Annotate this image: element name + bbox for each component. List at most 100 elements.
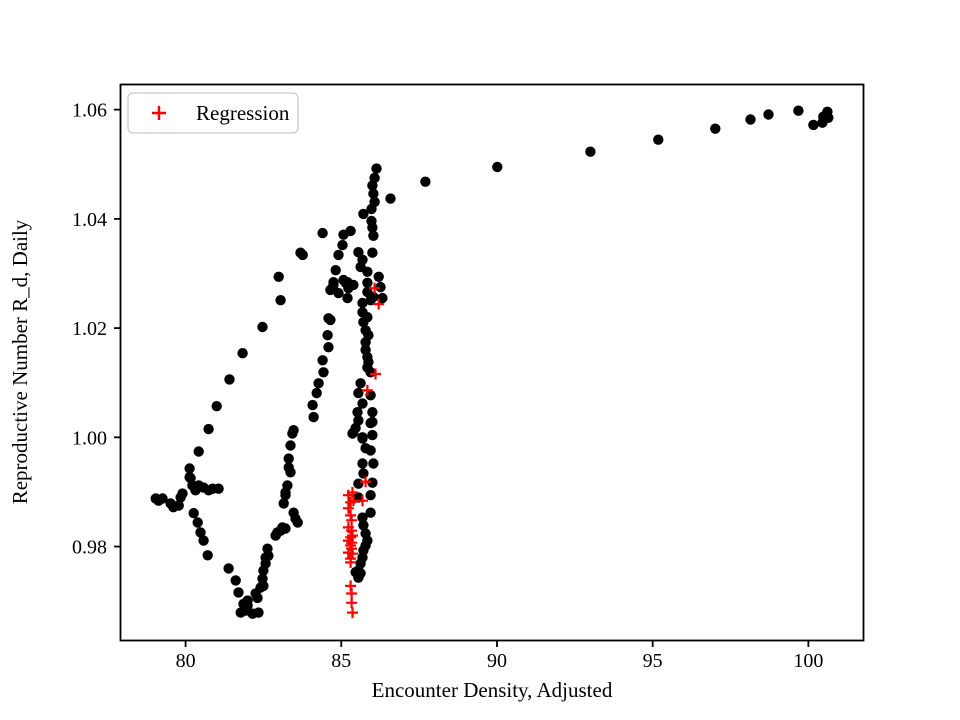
data-point: [273, 271, 284, 282]
data-point: [285, 440, 296, 451]
regression-marker: [346, 597, 358, 609]
x-axis-ticks: 80 85 90 95 100: [176, 640, 823, 672]
data-point: [322, 330, 333, 341]
data-point: [188, 508, 199, 519]
regression-marker: [346, 588, 358, 599]
x-tick-label: 100: [793, 650, 823, 672]
data-point: [317, 355, 328, 366]
data-point: [258, 580, 269, 592]
data-point: [365, 295, 376, 306]
x-tick-label: 80: [176, 650, 196, 672]
data-point: [317, 227, 328, 239]
data-point: [353, 247, 364, 258]
data-point: [353, 387, 364, 399]
data-point: [233, 587, 244, 598]
regression-marker: [370, 368, 381, 380]
data-point: [213, 483, 224, 494]
data-point: [203, 423, 214, 435]
data-point: [177, 488, 188, 499]
y-tick-label: 0.98: [72, 537, 107, 559]
data-point: [318, 367, 329, 378]
data-point: [357, 512, 368, 523]
data-point: [157, 493, 168, 504]
data-point: [710, 123, 721, 134]
x-tick-label: 95: [643, 650, 663, 672]
regression-marker: [373, 298, 385, 310]
data-point: [348, 427, 359, 438]
data-point: [192, 517, 203, 528]
data-point: [237, 348, 248, 359]
series-regression: [342, 282, 385, 619]
data-point: [195, 527, 206, 538]
data-point: [325, 284, 336, 296]
data-point: [308, 411, 319, 423]
data-point: [173, 500, 184, 511]
data-point: [362, 277, 373, 288]
data-point: [230, 575, 241, 586]
y-tick-label: 1.02: [72, 318, 107, 340]
data-point: [808, 119, 819, 131]
plot-area-border: [119, 83, 865, 642]
y-tick-label: 1.00: [72, 427, 107, 449]
data-point: [343, 283, 354, 294]
data-point: [793, 105, 804, 116]
data-point: [202, 550, 213, 561]
data-point: [352, 407, 363, 418]
x-tick-label: 90: [487, 650, 507, 672]
data-point: [275, 525, 286, 536]
data-point: [211, 401, 222, 412]
regression-marker: [342, 502, 354, 514]
data-point: [653, 134, 664, 145]
data-point: [385, 193, 396, 204]
legend: Regression: [127, 92, 299, 134]
regression-marker: [360, 476, 372, 488]
data-point: [275, 295, 286, 306]
data-point: [585, 146, 596, 157]
data-point: [263, 550, 274, 561]
data-point: [338, 229, 349, 240]
data-point: [365, 445, 376, 456]
data-point: [357, 432, 368, 443]
data-point: [358, 316, 369, 328]
data-point: [353, 478, 364, 489]
regression-marker: [361, 384, 373, 396]
data-point: [368, 230, 379, 241]
data-point: [285, 467, 296, 478]
data-point: [253, 607, 264, 618]
legend-label: Regression: [196, 101, 290, 125]
data-point: [357, 458, 368, 469]
data-point: [367, 477, 378, 488]
data-point: [763, 109, 774, 120]
regression-marker: [342, 489, 354, 501]
data-point: [368, 458, 379, 469]
data-point: [367, 222, 378, 233]
data-point: [292, 517, 303, 528]
data-point: [355, 378, 366, 389]
data-point: [287, 428, 298, 439]
data-point: [337, 239, 348, 251]
x-tick-label: 85: [331, 650, 351, 672]
data-point: [365, 507, 376, 518]
regression-marker: [346, 514, 358, 526]
data-point: [371, 163, 382, 174]
data-point: [365, 490, 376, 501]
regression-marker: [347, 607, 358, 619]
y-tick-label: 1.04: [72, 209, 107, 231]
data-point: [360, 337, 371, 348]
data-point: [224, 374, 235, 385]
data-point: [358, 208, 369, 220]
data-point: [492, 161, 503, 173]
legend-box: [127, 92, 299, 134]
series-trajectory: [150, 105, 834, 619]
data-point: [357, 398, 368, 409]
data-point: [373, 271, 384, 282]
data-point: [367, 180, 378, 191]
data-point: [307, 399, 318, 411]
data-point: [368, 188, 379, 199]
plus-icon: [152, 106, 166, 120]
data-point: [420, 176, 431, 187]
data-point: [745, 114, 756, 125]
data-point: [358, 468, 369, 479]
data-point: [257, 321, 268, 333]
